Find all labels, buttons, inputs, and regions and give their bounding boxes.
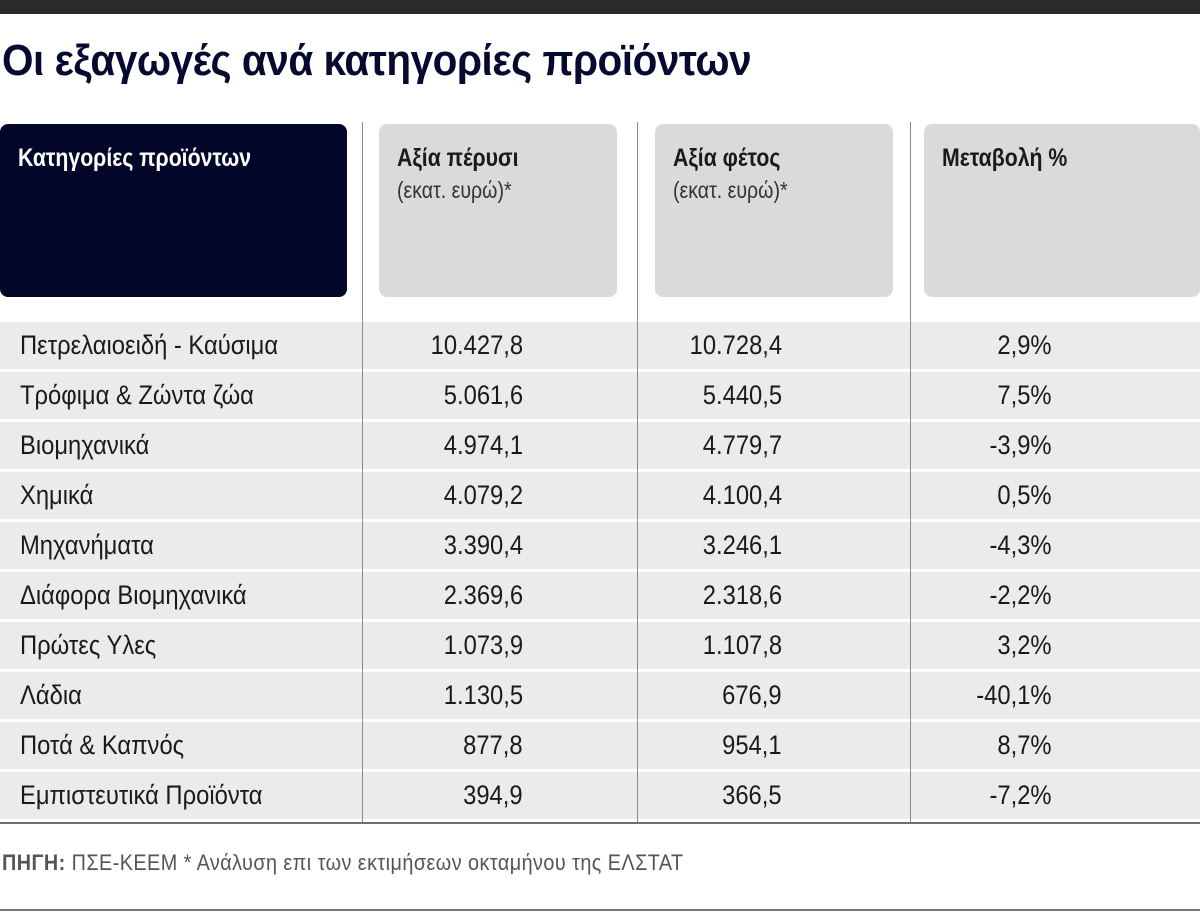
column-divider [910, 122, 911, 822]
page-title: Οι εξαγωγές ανά κατηγορίες προϊόντων [2, 36, 752, 85]
header-label: Αξία πέρυσι [397, 144, 519, 172]
header-unit: (εκατ. ευρώ)* [397, 177, 512, 203]
cell-last-year: 4.079,2 [443, 480, 523, 510]
table-row: Πετρελαιοειδή - Καύσιμα 10.427,8 10.728,4 2… [0, 322, 1200, 372]
cell-change: -7,2% [989, 780, 1052, 810]
cell-category: Χημικά [20, 480, 94, 510]
header-unit: (εκατ. ευρώ)* [673, 177, 788, 203]
table-row: Ποτά & Καπνός 877,8 954,1 8,7% [0, 722, 1200, 772]
cell-last-year: 394,9 [463, 780, 523, 810]
cell-change: 0,5% [997, 480, 1052, 510]
cell-this-year: 4.779,7 [702, 430, 782, 460]
top-bar [0, 0, 1200, 14]
cell-change: -4,3% [989, 530, 1052, 560]
cell-last-year: 4.974,1 [443, 430, 523, 460]
header-category: Κατηγορίες προϊόντων [0, 124, 347, 297]
cell-change: -2,2% [989, 580, 1052, 610]
table-row: Μηχανήματα 3.390,4 3.246,1 -4,3% [0, 522, 1200, 572]
source-text: ΠΣΕ-ΚΕΕΜ * Ανάλυση επι των εκτιμήσεων οκ… [65, 850, 684, 875]
cell-last-year: 1.130,5 [443, 680, 523, 710]
cell-this-year: 1.107,8 [702, 630, 782, 660]
cell-change: -3,9% [989, 430, 1052, 460]
cell-category: Μηχανήματα [20, 530, 154, 560]
cell-category: Εμπιστευτικά Προϊόντα [20, 780, 263, 810]
cell-change: 3,2% [997, 630, 1052, 660]
bottom-rule [0, 909, 1200, 911]
table-row: Εμπιστευτικά Προϊόντα 394,9 366,5 -7,2% [0, 772, 1200, 822]
cell-category: Πετρελαιοειδή - Καύσιμα [20, 330, 279, 360]
cell-this-year: 5.440,5 [702, 380, 782, 410]
cell-category: Πρώτες Υλες [20, 630, 157, 660]
cell-category: Βιομηχανικά [20, 430, 150, 460]
header-last-year: Αξία πέρυσι (εκατ. ευρώ)* [379, 124, 617, 297]
cell-this-year: 954,1 [722, 730, 782, 760]
cell-last-year: 5.061,6 [443, 380, 523, 410]
cell-last-year: 877,8 [463, 730, 523, 760]
cell-change: 8,7% [997, 730, 1052, 760]
cell-this-year: 366,5 [722, 780, 782, 810]
table-row: Διάφορα Βιομηχανικά 2.369,6 2.318,6 -2,2% [0, 572, 1200, 622]
header-label: Κατηγορίες προϊόντων [18, 144, 252, 172]
table-row: Τρόφιμα & Ζώντα ζώα 5.061,6 5.440,5 7,5% [0, 372, 1200, 422]
header-label: Μεταβολή % [942, 144, 1068, 172]
column-divider [637, 122, 638, 822]
cell-last-year: 10.427,8 [430, 330, 523, 360]
header-change: Μεταβολή % [924, 124, 1200, 297]
cell-this-year: 676,9 [722, 680, 782, 710]
column-divider [362, 122, 363, 822]
table-row: Λάδια 1.130,5 676,9 -40,1% [0, 672, 1200, 722]
table-row: Βιομηχανικά 4.974,1 4.779,7 -3,9% [0, 422, 1200, 472]
source-label: ΠΗΓΗ: [2, 850, 66, 875]
cell-change: 7,5% [997, 380, 1052, 410]
cell-category: Ποτά & Καπνός [20, 730, 185, 760]
cell-category: Τρόφιμα & Ζώντα ζώα [20, 380, 254, 410]
table-body: Πετρελαιοειδή - Καύσιμα 10.427,8 10.728,4 2… [0, 322, 1200, 822]
table-row: Χημικά 4.079,2 4.100,4 0,5% [0, 472, 1200, 522]
cell-change: -40,1% [976, 680, 1052, 710]
cell-category: Λάδια [20, 680, 82, 710]
source-note: ΠΗΓΗ: ΠΣΕ-ΚΕΕΜ * Ανάλυση επι των εκτιμήσ… [2, 850, 684, 876]
cell-last-year: 3.390,4 [443, 530, 523, 560]
cell-last-year: 1.073,9 [443, 630, 523, 660]
cell-category: Διάφορα Βιομηχανικά [20, 580, 247, 610]
cell-this-year: 2.318,6 [702, 580, 782, 610]
cell-this-year: 3.246,1 [702, 530, 782, 560]
header-label: Αξία φέτος [673, 144, 781, 172]
cell-this-year: 4.100,4 [702, 480, 782, 510]
cell-this-year: 10.728,4 [689, 330, 782, 360]
cell-last-year: 2.369,6 [443, 580, 523, 610]
cell-change: 2,9% [997, 330, 1052, 360]
header-this-year: Αξία φέτος (εκατ. ευρώ)* [655, 124, 893, 297]
table-row: Πρώτες Υλες 1.073,9 1.107,8 3,2% [0, 622, 1200, 672]
